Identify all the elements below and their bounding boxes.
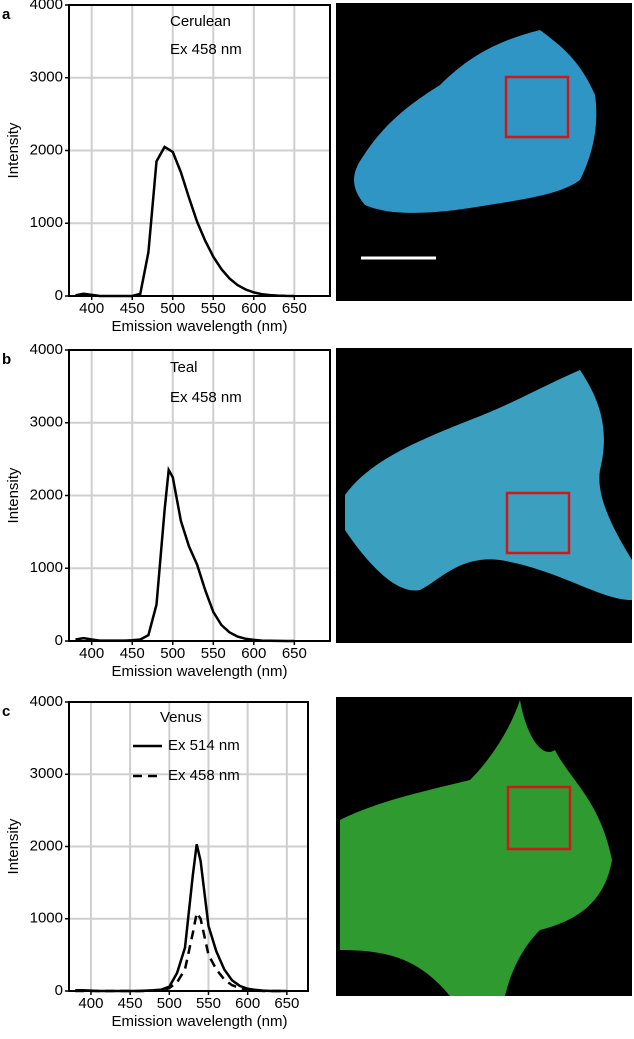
x-tick-label: 500 <box>160 645 185 662</box>
y-tick-label: 3000 <box>30 765 63 782</box>
panel-label: a <box>2 6 11 23</box>
panel-label: c <box>2 703 10 720</box>
series-line <box>75 909 287 993</box>
x-axis-title: Emission wavelength (nm) <box>112 1013 288 1030</box>
series-line <box>75 844 287 993</box>
plot-frame <box>68 701 309 992</box>
x-tick-label: 650 <box>282 300 307 317</box>
y-tick-label: 4000 <box>30 693 63 710</box>
x-tick-label: 450 <box>120 300 145 317</box>
annotation: Ex 458 nm <box>170 41 242 58</box>
y-tick-label: 4000 <box>30 341 63 358</box>
y-axis-title: Intensity <box>5 818 22 874</box>
micrograph <box>336 348 632 643</box>
micrograph <box>336 3 632 301</box>
y-tick-label: 3000 <box>30 414 63 431</box>
y-tick-label: 3000 <box>30 69 63 86</box>
y-tick-label: 2000 <box>30 486 63 503</box>
annotation: Venus <box>160 709 202 726</box>
micrograph <box>336 697 632 996</box>
y-tick-label: 0 <box>55 982 63 999</box>
plot-frame <box>68 349 331 642</box>
x-tick-label: 400 <box>78 995 103 1012</box>
x-axis-title: Emission wavelength (nm) <box>112 318 288 335</box>
y-tick-label: 1000 <box>30 214 63 231</box>
x-tick-label: 450 <box>118 995 143 1012</box>
plot-frame <box>68 4 331 297</box>
panel-label: b <box>2 351 11 368</box>
x-tick-label: 550 <box>201 645 226 662</box>
x-tick-label: 600 <box>235 995 260 1012</box>
x-tick-label: 600 <box>241 300 266 317</box>
annotation: Cerulean <box>170 13 231 30</box>
x-tick-label: 500 <box>157 995 182 1012</box>
x-tick-label: 650 <box>282 645 307 662</box>
x-tick-label: 550 <box>201 300 226 317</box>
y-tick-label: 1000 <box>30 910 63 927</box>
y-tick-label: 4000 <box>30 0 63 13</box>
y-axis-title: Intensity <box>5 467 22 523</box>
x-tick-label: 650 <box>274 995 299 1012</box>
x-tick-label: 600 <box>241 645 266 662</box>
legend-label: Ex 514 nm <box>168 737 240 754</box>
x-tick-label: 400 <box>79 300 104 317</box>
x-tick-label: 550 <box>196 995 221 1012</box>
y-axis-title: Intensity <box>5 122 22 178</box>
y-tick-label: 2000 <box>30 141 63 158</box>
annotation: Ex 458 nm <box>170 389 242 406</box>
y-tick-label: 0 <box>55 287 63 304</box>
x-tick-label: 500 <box>160 300 185 317</box>
legend-label: Ex 458 nm <box>168 767 240 784</box>
x-axis-title: Emission wavelength (nm) <box>112 663 288 680</box>
y-tick-label: 1000 <box>30 559 63 576</box>
annotation: Teal <box>170 359 198 376</box>
x-tick-label: 450 <box>120 645 145 662</box>
y-tick-label: 0 <box>55 632 63 649</box>
series-line <box>75 145 295 298</box>
x-tick-label: 400 <box>79 645 104 662</box>
series-line <box>75 465 295 643</box>
y-tick-label: 2000 <box>30 837 63 854</box>
